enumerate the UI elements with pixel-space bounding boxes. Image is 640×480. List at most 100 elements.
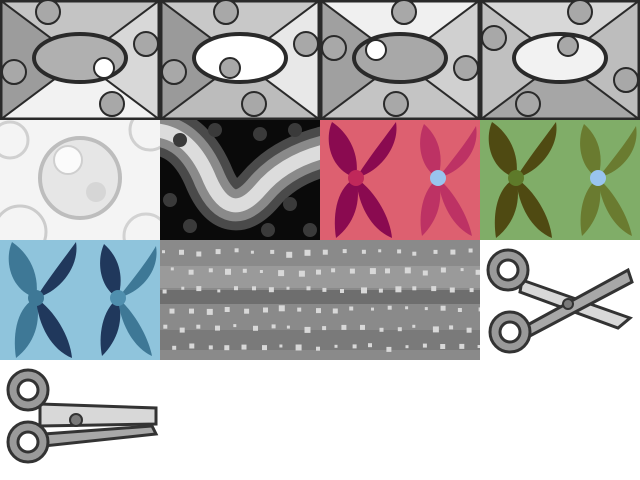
- tile-bubbles[interactable]: [0, 120, 160, 240]
- dot: [217, 289, 220, 292]
- dot: [423, 344, 427, 348]
- dot: [353, 344, 357, 348]
- dot: [412, 325, 415, 328]
- dot: [368, 343, 372, 347]
- dot: [386, 347, 391, 352]
- envelope-pattern-icon: [320, 0, 480, 120]
- dot: [431, 286, 436, 291]
- dot: [322, 288, 326, 292]
- dot: [286, 252, 292, 258]
- dot: [189, 270, 194, 275]
- dot: [242, 345, 247, 350]
- tile-petals-green[interactable]: [480, 120, 640, 240]
- dot: [469, 249, 473, 253]
- dot: [297, 308, 301, 312]
- petal-pattern-icon: [320, 120, 480, 240]
- tile-dotted-band[interactable]: [160, 240, 480, 360]
- tile-petals-blue[interactable]: [0, 240, 160, 360]
- dot: [361, 287, 367, 293]
- dot: [243, 269, 247, 273]
- dot: [450, 250, 455, 255]
- dot: [224, 345, 229, 350]
- dot: [252, 286, 256, 290]
- envelope-pattern-icon: [0, 0, 160, 120]
- dot: [423, 271, 428, 276]
- dot: [260, 270, 263, 273]
- dot: [235, 248, 239, 252]
- dot: [405, 306, 408, 309]
- dot: [449, 325, 453, 329]
- dot: [270, 250, 274, 254]
- dot: [207, 309, 213, 315]
- dot: [253, 326, 258, 331]
- dot: [296, 345, 302, 351]
- dot: [244, 309, 249, 314]
- dot: [305, 250, 311, 256]
- dot: [425, 307, 428, 310]
- dot: [287, 326, 290, 329]
- envelope-pattern-icon: [480, 0, 640, 120]
- dot: [395, 286, 401, 292]
- dot: [322, 326, 326, 330]
- dot: [470, 288, 474, 292]
- dot: [263, 308, 268, 313]
- dot: [316, 270, 321, 275]
- dot: [269, 287, 274, 292]
- dot: [370, 268, 376, 274]
- dot: [461, 268, 464, 271]
- dot: [307, 286, 311, 290]
- dots-pattern-icon: [160, 240, 480, 360]
- dot: [189, 344, 194, 349]
- bubble-pattern-icon: [0, 120, 160, 240]
- tile-envelope-4[interactable]: [480, 0, 640, 120]
- dot: [412, 252, 416, 256]
- dot: [433, 326, 439, 332]
- tile-scissors-open[interactable]: [480, 240, 640, 360]
- tile-scissors-closed[interactable]: [0, 360, 160, 480]
- dot: [467, 328, 472, 333]
- dot: [362, 250, 366, 254]
- dot: [340, 289, 344, 293]
- dot: [225, 307, 230, 312]
- dot: [378, 249, 381, 252]
- tile-envelope-1[interactable]: [0, 0, 160, 120]
- dot: [171, 267, 174, 270]
- dot: [398, 327, 402, 331]
- tile-envelope-2[interactable]: [160, 0, 320, 120]
- dot: [379, 289, 383, 293]
- envelope-pattern-icon: [160, 0, 320, 120]
- dot: [262, 345, 267, 350]
- dot: [331, 268, 335, 272]
- dot: [209, 268, 213, 272]
- dot: [216, 249, 221, 254]
- dot: [316, 308, 321, 313]
- dot: [459, 344, 464, 349]
- dot: [458, 308, 462, 312]
- dot: [343, 249, 347, 253]
- dot: [360, 325, 365, 330]
- dot: [434, 250, 438, 254]
- dot: [225, 269, 231, 275]
- dot: [196, 325, 200, 329]
- dot: [172, 346, 176, 350]
- dot: [279, 305, 285, 311]
- dot: [333, 309, 338, 314]
- dot: [287, 287, 290, 290]
- dot: [215, 326, 220, 331]
- tile-dark-wave[interactable]: [160, 120, 320, 240]
- dot: [323, 250, 328, 255]
- dot: [163, 290, 167, 294]
- tile-envelope-3[interactable]: [320, 0, 480, 120]
- wave-pattern-icon: [160, 120, 320, 240]
- dot: [385, 268, 390, 273]
- scissors-icon: [0, 360, 160, 480]
- dot: [272, 324, 276, 328]
- dot: [196, 252, 201, 257]
- tile-petals-pink[interactable]: [320, 120, 480, 240]
- dot: [388, 306, 392, 310]
- dot: [412, 286, 416, 290]
- dot: [305, 327, 311, 333]
- dot: [341, 325, 346, 330]
- petal-pattern-icon: [0, 240, 160, 360]
- dot: [162, 250, 165, 253]
